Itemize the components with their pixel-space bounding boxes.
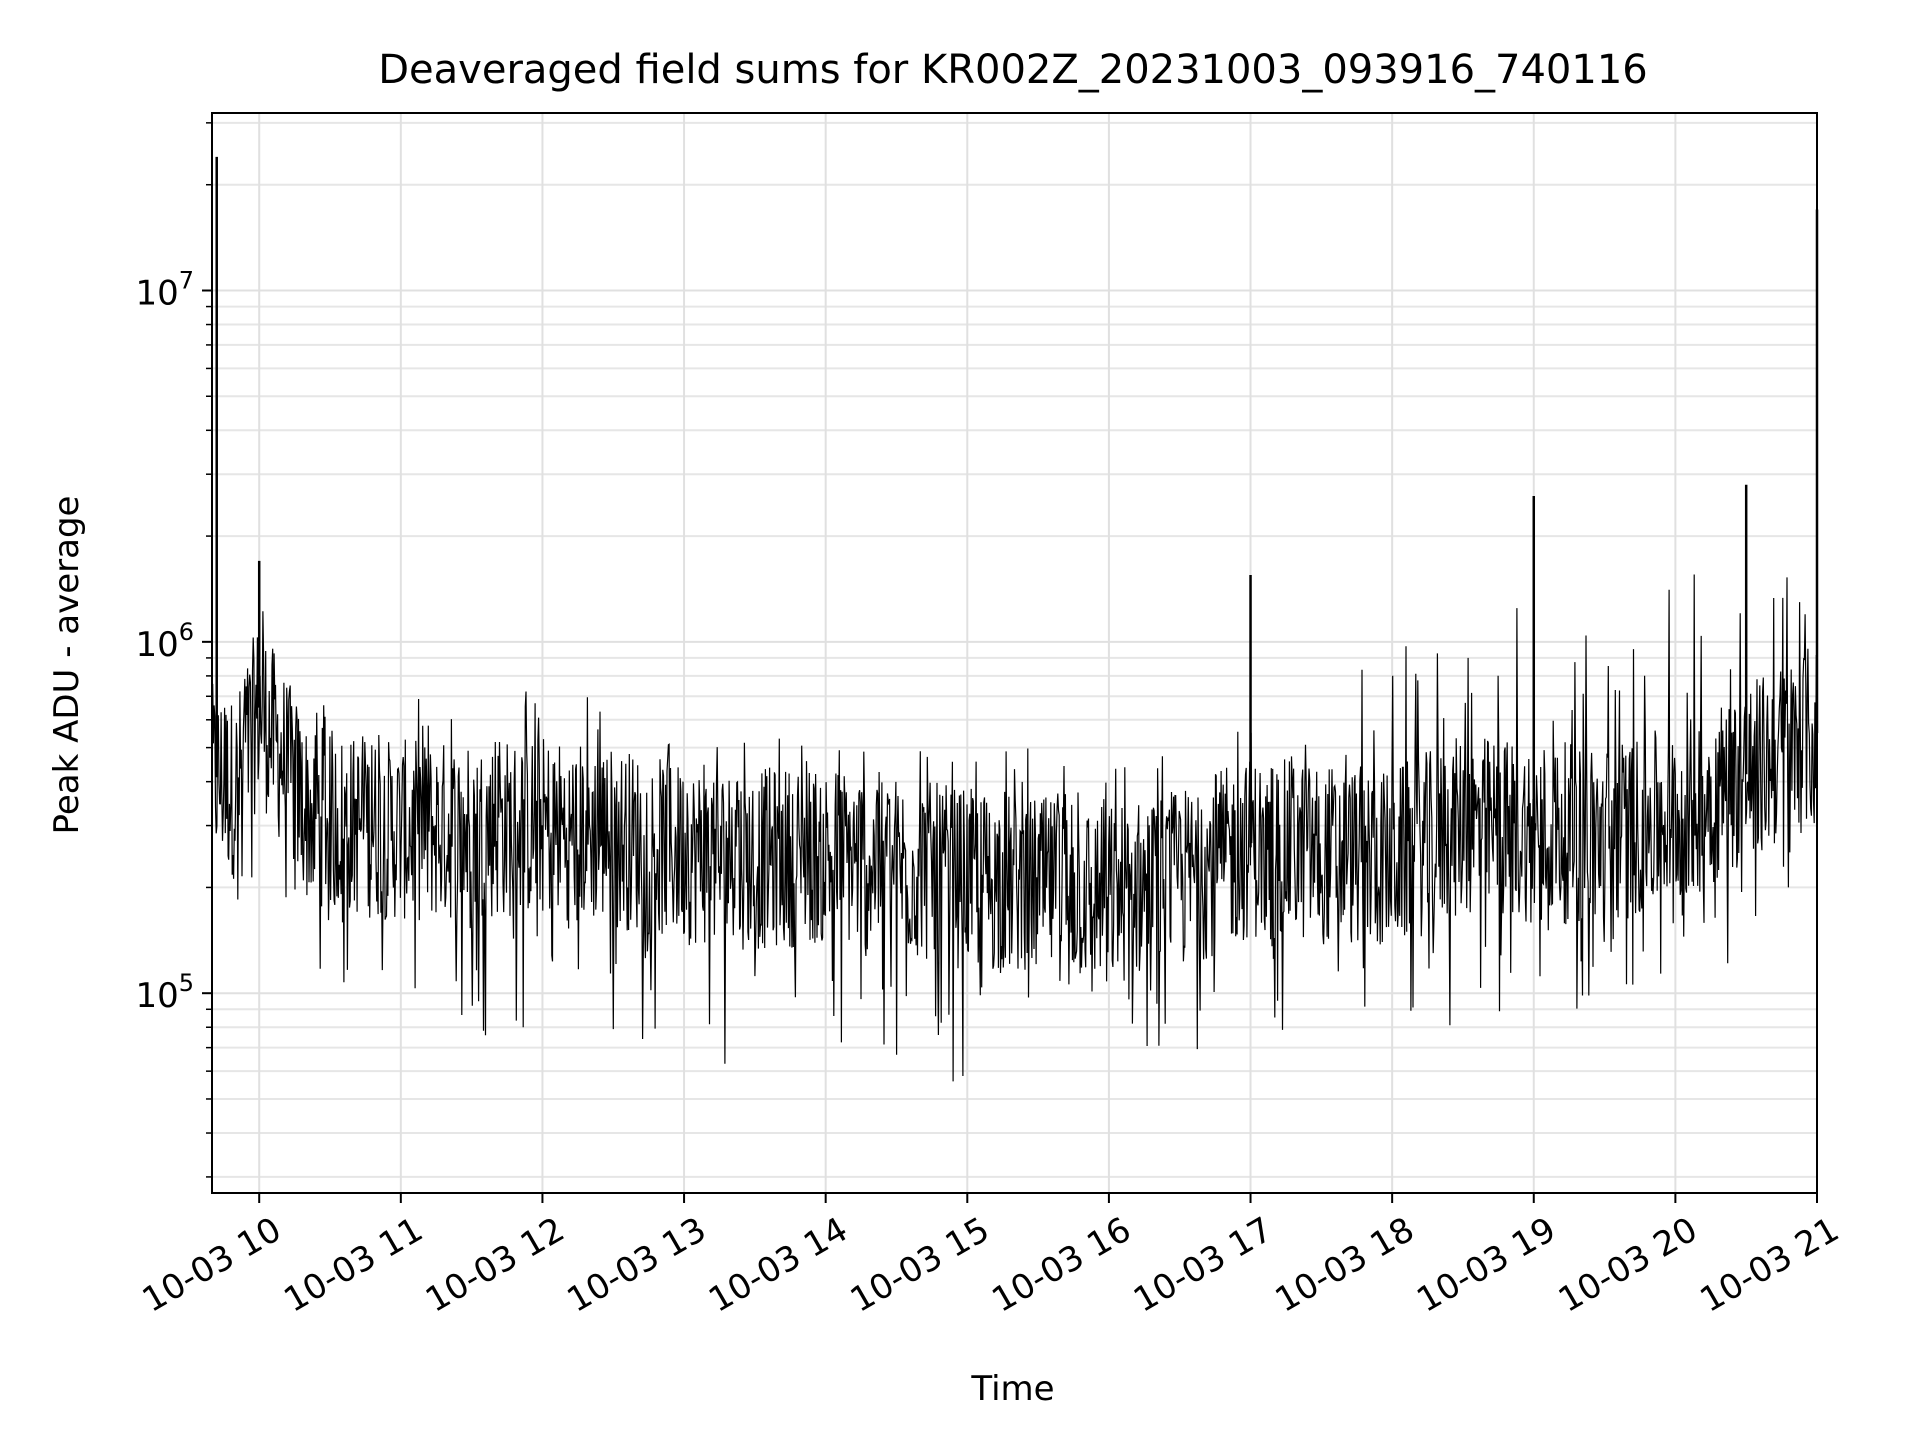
major-grid: [212, 113, 1818, 1193]
series-layer: [211, 156, 1819, 1082]
y-tick-label: 107: [135, 266, 194, 313]
x-tick-label: 10-03 12: [419, 1210, 571, 1321]
y-axis: 105 106 107: [135, 122, 212, 1178]
x-tick-label: 10-03 18: [1269, 1210, 1421, 1321]
y-axis-label: Peak ADU - average: [47, 496, 87, 835]
x-tick-label: 10-03 16: [985, 1210, 1137, 1321]
x-tick-label: 10-03 11: [277, 1210, 429, 1321]
x-tick-label: 10-03 19: [1410, 1210, 1562, 1321]
y-tick-label: 106: [135, 618, 194, 665]
x-tick-label: 10-03 20: [1552, 1210, 1704, 1321]
x-tick-label: 10-03 13: [561, 1210, 713, 1321]
x-tick-label: 10-03 21: [1694, 1210, 1846, 1321]
plot-frame: [211, 112, 1818, 1194]
x-tick-label: 10-03 10: [136, 1210, 288, 1321]
y-tick-label: 105: [135, 969, 194, 1016]
x-tick-label: 10-03 14: [702, 1210, 854, 1321]
chart-title: Deaveraged field sums for KR002Z_2023100…: [378, 47, 1647, 93]
x-tick-label: 10-03 15: [844, 1210, 996, 1321]
x-axis-label: Time: [970, 1369, 1054, 1409]
series-line: [211, 574, 1818, 1082]
x-tick-label: 10-03 17: [1127, 1210, 1279, 1321]
minor-grid: [212, 121, 1817, 1178]
